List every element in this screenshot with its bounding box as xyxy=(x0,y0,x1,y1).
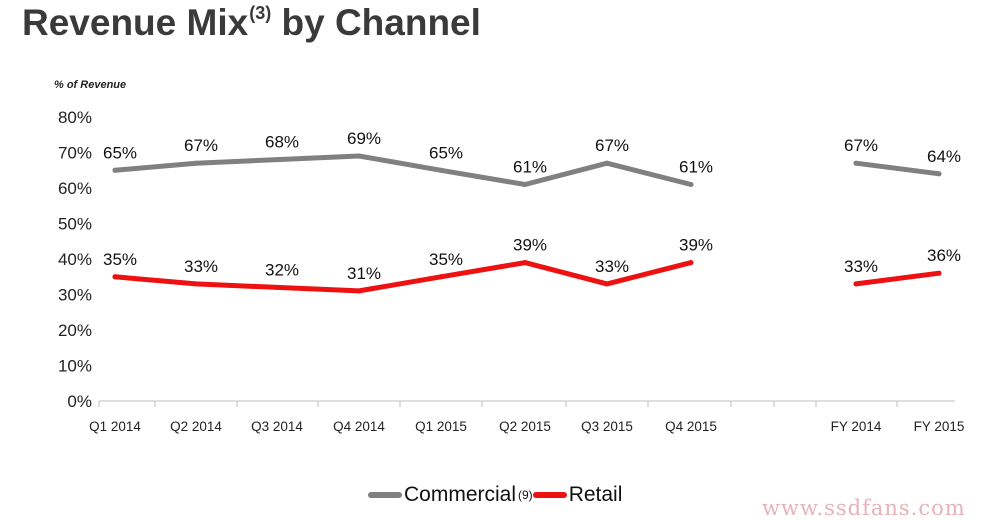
data-point-retail xyxy=(688,260,694,266)
x-tick-label: Q3 2014 xyxy=(251,419,303,434)
chart-title-text: Revenue Mix xyxy=(22,2,249,43)
legend-item-retail: Retail xyxy=(532,483,623,507)
data-point-retail xyxy=(522,260,528,266)
series-line-retail xyxy=(853,270,942,287)
x-tick-label: FY 2014 xyxy=(831,419,882,434)
data-point-commercial xyxy=(522,182,528,187)
data-point-retail xyxy=(112,274,118,280)
x-tick-label: Q4 2015 xyxy=(665,419,717,434)
legend-swatch-commercial xyxy=(368,492,402,498)
x-tick-label: Q1 2015 xyxy=(415,419,467,434)
x-tick-label: Q4 2014 xyxy=(333,419,385,434)
x-tick-label: Q3 2015 xyxy=(581,419,633,434)
data-label-commercial: 67% xyxy=(844,136,878,155)
data-label-commercial: 65% xyxy=(103,143,137,162)
data-label-commercial: 64% xyxy=(927,147,961,166)
y-tick-label: 70% xyxy=(58,144,92,163)
data-point-commercial xyxy=(604,160,610,166)
data-point-commercial xyxy=(438,167,444,173)
data-label-retail: 39% xyxy=(513,236,547,255)
legend-item-commercial: Commercial (9) xyxy=(368,483,533,507)
x-tick-label: Q1 2014 xyxy=(89,419,141,434)
data-point-retail xyxy=(853,281,859,287)
data-point-retail xyxy=(604,281,610,287)
data-label-commercial: 69% xyxy=(347,129,381,148)
watermark: www.ssdfans.com xyxy=(762,496,966,520)
x-tick-label: Q2 2014 xyxy=(170,419,222,434)
y-tick-label: 80% xyxy=(58,108,92,127)
y-tick-label: 40% xyxy=(58,250,92,269)
legend-footnote-commercial: (9) xyxy=(518,488,533,502)
data-label-commercial: 65% xyxy=(429,143,463,162)
data-label-retail: 31% xyxy=(347,264,381,283)
series-line-commercial xyxy=(112,153,694,187)
y-tick-label: 50% xyxy=(58,215,92,234)
legend-swatch-retail xyxy=(532,492,567,498)
data-label-commercial: 67% xyxy=(184,136,218,155)
y-tick-label: 20% xyxy=(58,321,92,340)
chart-title-rest: by Channel xyxy=(271,2,481,43)
data-label-retail: 32% xyxy=(265,260,299,279)
series-line-retail xyxy=(112,260,694,294)
data-label-retail: 36% xyxy=(927,246,961,265)
data-label-commercial: 61% xyxy=(513,158,547,177)
data-point-commercial xyxy=(936,171,942,177)
data-label-retail: 33% xyxy=(184,257,218,276)
y-tick-label: 10% xyxy=(58,357,92,376)
data-point-commercial xyxy=(274,157,280,163)
data-point-commercial xyxy=(193,160,199,166)
y-tick-label: 30% xyxy=(58,286,92,305)
data-point-commercial xyxy=(356,153,362,159)
chart-title: Revenue Mix(3) by Channel xyxy=(22,2,481,44)
chart-legend: Commercial (9) Retail xyxy=(368,480,622,510)
data-label-retail: 33% xyxy=(844,257,878,276)
series-line-commercial xyxy=(853,160,942,177)
y-tick-label: 0% xyxy=(67,392,92,411)
x-tick-label: Q2 2015 xyxy=(499,419,551,434)
data-label-retail: 39% xyxy=(679,236,713,255)
data-point-retail xyxy=(193,281,199,287)
chart-title-footnote: (3) xyxy=(249,3,272,23)
data-label-commercial: 61% xyxy=(679,158,713,177)
y-tick-label: 60% xyxy=(58,179,92,198)
data-label-commercial: 67% xyxy=(595,136,629,155)
data-point-retail xyxy=(936,270,942,276)
legend-label-commercial: Commercial xyxy=(404,483,517,506)
data-point-retail xyxy=(274,284,280,290)
data-label-retail: 35% xyxy=(103,250,137,269)
data-point-commercial xyxy=(112,167,118,173)
data-point-commercial xyxy=(688,182,694,187)
x-tick-label: FY 2015 xyxy=(914,419,965,434)
data-label-commercial: 68% xyxy=(265,133,299,152)
data-point-retail xyxy=(438,274,444,280)
y-axis-unit-label: % of Revenue xyxy=(54,79,127,91)
legend-label-retail: Retail xyxy=(568,483,623,506)
data-point-retail xyxy=(356,288,362,294)
data-label-retail: 33% xyxy=(595,257,629,276)
data-point-commercial xyxy=(853,160,859,166)
data-label-retail: 35% xyxy=(429,250,463,269)
